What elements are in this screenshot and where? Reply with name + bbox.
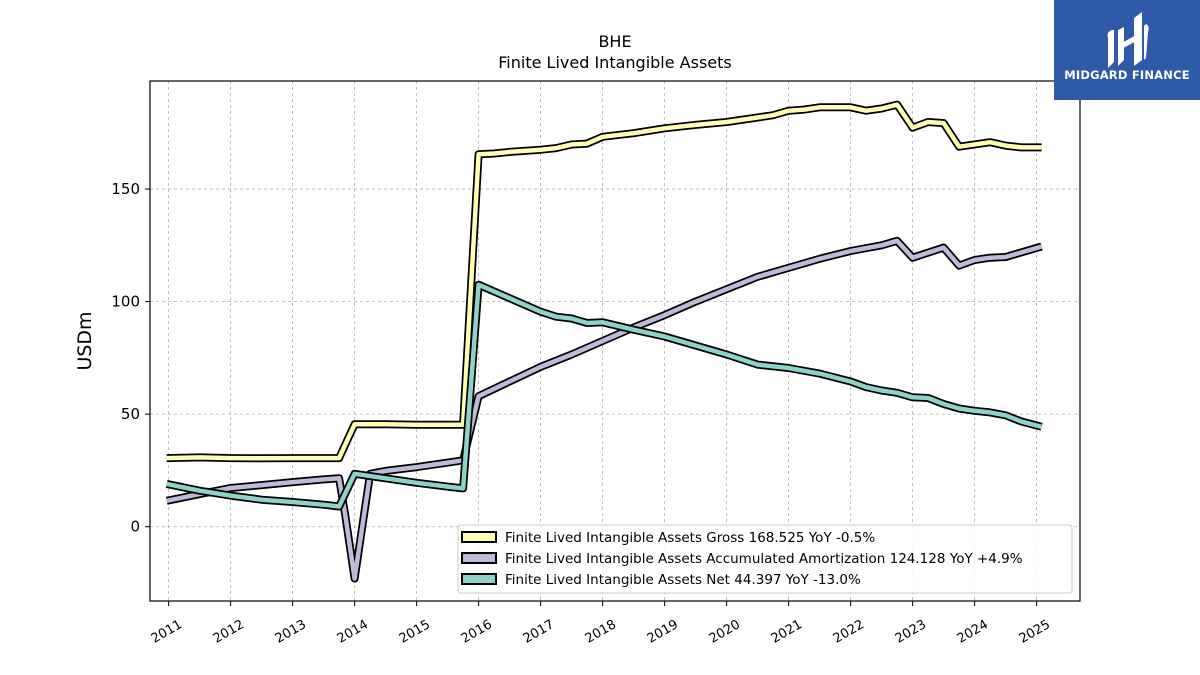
legend-swatch — [461, 531, 497, 543]
y-axis-label: USDm — [74, 311, 96, 370]
y-tick-label: 150 — [111, 180, 140, 198]
y-axis-ticks: 0 50 100 150 — [111, 180, 150, 536]
legend-swatch — [461, 573, 497, 585]
x-tick-label: 2020 — [707, 617, 743, 647]
legend-item: Finite Lived Intangible Assets Gross 168… — [461, 530, 875, 546]
series-line — [166, 282, 1043, 509]
grid — [150, 81, 1080, 601]
x-tick-label: 2011 — [149, 617, 185, 647]
x-tick-label: 2012 — [211, 617, 247, 647]
x-tick-label: 2016 — [459, 617, 495, 647]
x-tick-label: 2023 — [893, 617, 929, 647]
x-tick-label: 2013 — [273, 617, 309, 647]
logo-mark-icon — [1107, 12, 1149, 68]
plot-frame — [149, 80, 1081, 602]
midgard-finance-logo: MIDGARD FINANCE — [1054, 0, 1200, 100]
chart-title: BHE — [598, 32, 631, 51]
series-line-outline — [166, 100, 1042, 463]
x-tick-label: 2018 — [583, 617, 619, 647]
legend-label: Finite Lived Intangible Assets Net 44.39… — [505, 572, 861, 588]
x-tick-label: 2014 — [335, 617, 371, 647]
x-tick-label: 2021 — [769, 617, 805, 647]
legend: Finite Lived Intangible Assets Gross 168… — [457, 524, 1073, 594]
x-tick-label: 2022 — [831, 617, 867, 647]
plot-series — [165, 100, 1043, 583]
series-line — [166, 238, 1043, 581]
x-tick-label: 2025 — [1017, 617, 1053, 647]
y-tick-label: 0 — [130, 518, 140, 536]
x-tick-label: 2019 — [645, 617, 681, 647]
legend-frame — [457, 524, 1073, 594]
legend-swatch — [461, 552, 497, 564]
y-tick-label: 100 — [111, 293, 140, 311]
x-tick-label: 2015 — [397, 617, 433, 647]
x-axis-ticks: 2011 2012 2013 2014 2015 2016 2017 2018 2019 2020… — [149, 601, 1053, 647]
x-tick-label: 2017 — [521, 617, 557, 647]
legend-item: Finite Lived Intangible Assets Accumulat… — [461, 551, 1023, 567]
series-line — [166, 102, 1042, 461]
legend-label: Finite Lived Intangible Assets Gross 168… — [505, 530, 875, 546]
chart-subtitle: Finite Lived Intangible Assets — [498, 53, 731, 72]
y-tick-label: 50 — [121, 405, 140, 423]
legend-item: Finite Lived Intangible Assets Net 44.39… — [461, 572, 861, 588]
logo-text: MIDGARD FINANCE — [1064, 68, 1190, 82]
legend-label: Finite Lived Intangible Assets Accumulat… — [505, 551, 1023, 567]
x-tick-label: 2024 — [955, 617, 991, 647]
